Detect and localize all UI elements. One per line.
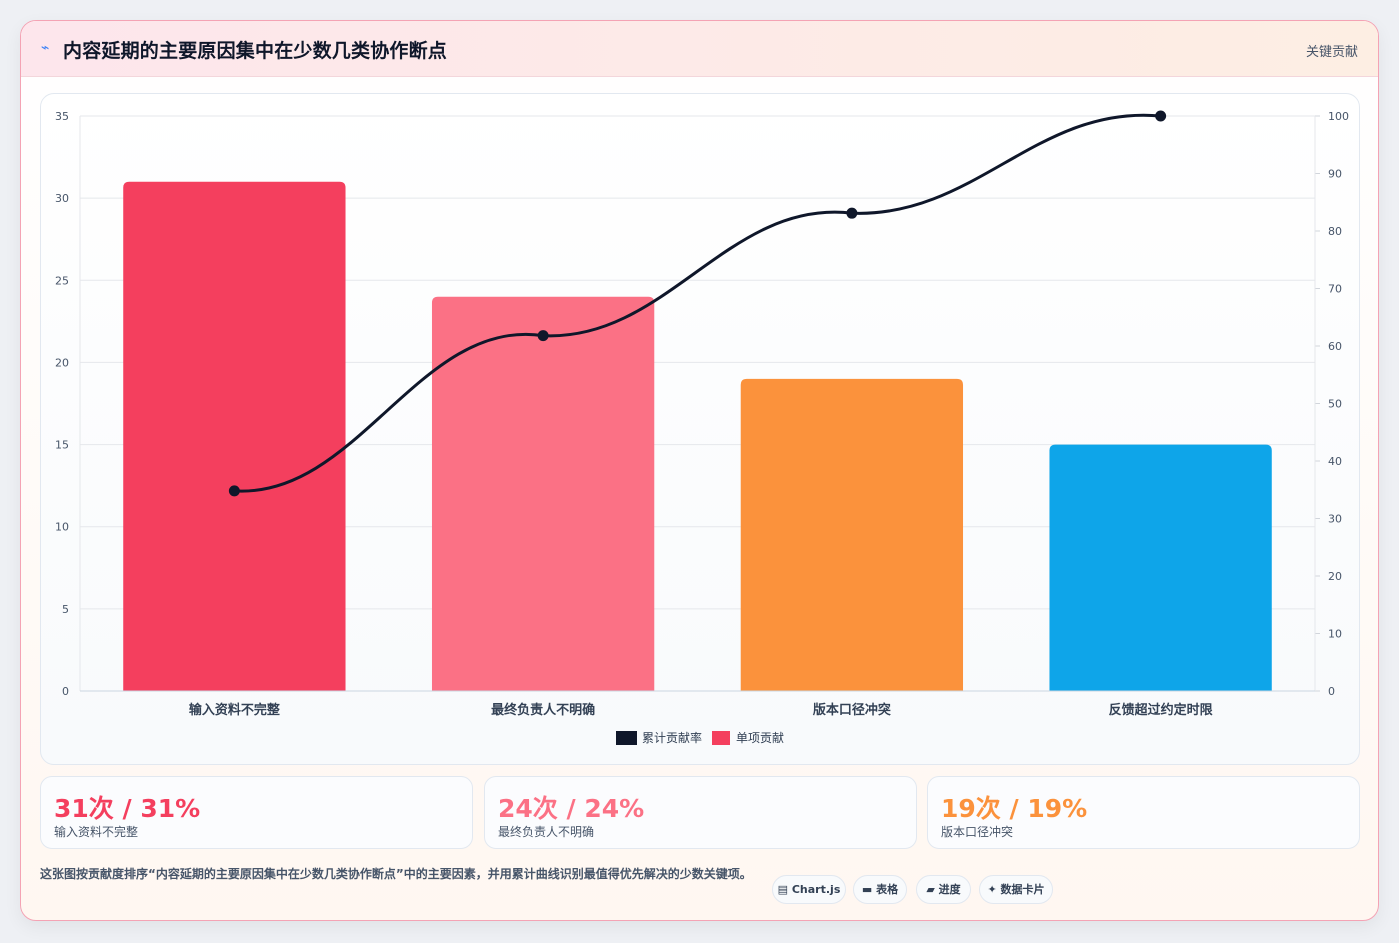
legend-swatch-cumulative [616, 731, 637, 745]
bar-2 [431, 296, 655, 691]
y-tick-label-left: 35 [55, 110, 69, 123]
y-tick-label-left: 30 [55, 192, 69, 205]
chart-card: ⌁ 内容延期的主要原因集中在少数几类协作断点 关键贡献 0 5 10 15 20 25 30… [20, 20, 1379, 921]
bar-3 [740, 378, 964, 691]
stat-card-2: 24次 / 24% 最终负责人不明确 [484, 776, 917, 849]
header-tag: 关键贡献 [1305, 45, 1358, 60]
x-tick-label: 版本口径冲突 [813, 702, 891, 718]
pill-label: 数据卡片 [1000, 883, 1045, 896]
cumulative-point [537, 330, 549, 342]
y-tick-label-right: 70 [1328, 283, 1342, 296]
y-tick-label-left: 10 [55, 521, 69, 534]
y-tick-label-right: 40 [1328, 455, 1342, 468]
x-tick-label: 输入资料不完整 [189, 702, 281, 718]
y-tick-label-left: 15 [55, 439, 69, 452]
stat-card-3: 19次 / 19% 版本口径冲突 [927, 776, 1360, 849]
stat-label: 最终负责人不明确 [498, 825, 595, 839]
y-tick-label-right: 100 [1328, 110, 1349, 123]
pill-chartjs[interactable]: ▤ Chart.js [772, 875, 846, 904]
y-tick-label-right: 50 [1328, 398, 1342, 411]
pill-data-card[interactable]: ✦ 数据卡片 [979, 875, 1053, 904]
y-tick-label-right: 80 [1328, 225, 1342, 238]
y-tick-label-right: 60 [1328, 340, 1342, 353]
stat-label: 版本口径冲突 [941, 825, 1014, 839]
y-tick-label-right: 10 [1328, 628, 1342, 641]
y-tick-label-left: 25 [55, 274, 69, 287]
pill-progress[interactable]: ▰ 进度 [916, 875, 971, 904]
stat-value: 24次 / 24% [498, 794, 645, 823]
card-header: ⌁ 内容延期的主要原因集中在少数几类协作断点 关键贡献 [21, 21, 1378, 77]
stat-card-1: 31次 / 31% 输入资料不完整 [40, 776, 473, 849]
stat-value: 19次 / 19% [941, 794, 1088, 823]
pill-table[interactable]: ▬ 表格 [853, 875, 907, 904]
x-tick-label: 最终负责人不明确 [491, 702, 595, 718]
x-tick-label: 反馈超过约定时限 [1109, 702, 1214, 718]
pill-label: 进度 [938, 883, 961, 896]
legend-label: 累计贡献率 [642, 730, 702, 745]
cumulative-point [228, 485, 240, 497]
chart-description: 这张图按贡献度排序“内容延期的主要原因集中在少数几类协作断点”中的主要因素，并用… [40, 867, 752, 881]
cumulative-point [1155, 110, 1167, 122]
table-icon: ▬ [861, 883, 873, 896]
y-tick-label-left: 0 [62, 685, 69, 698]
legend-label: 单项贡献 [736, 730, 784, 745]
y-tick-label-right: 0 [1328, 685, 1335, 698]
y-tick-label-left: 20 [55, 356, 69, 369]
y-tick-label-right: 20 [1328, 570, 1342, 583]
y-tick-label-right: 90 [1328, 168, 1342, 181]
y-tick-label-right: 30 [1328, 513, 1342, 526]
stat-value: 31次 / 31% [54, 794, 201, 823]
stat-label: 输入资料不完整 [54, 825, 139, 839]
bar-1 [123, 181, 346, 691]
chart-icon: ▤ [777, 883, 789, 896]
lightning-icon: ⌁ [41, 40, 50, 56]
y-tick-label-left: 5 [62, 603, 69, 616]
pareto-chart: 0 5 10 15 20 25 30 35 0 10 20 30 40 50 60 70 80 90 100 输入资料… [55, 110, 1349, 745]
bar-4 [1049, 444, 1272, 691]
progress-icon: ▰ [926, 883, 935, 896]
card-title: 内容延期的主要原因集中在少数几类协作断点 [63, 40, 448, 62]
sparkle-icon: ✦ [987, 883, 997, 896]
legend-swatch-bar [712, 731, 730, 745]
cumulative-point [846, 207, 858, 219]
pill-label: 表格 [876, 883, 899, 896]
pareto-chart-panel: 0 5 10 15 20 25 30 35 0 10 20 30 40 50 60 70 80 90 100 输入资料… [40, 93, 1360, 765]
cumulative-line [234, 113, 1161, 493]
pill-label: Chart.js [791, 883, 841, 896]
